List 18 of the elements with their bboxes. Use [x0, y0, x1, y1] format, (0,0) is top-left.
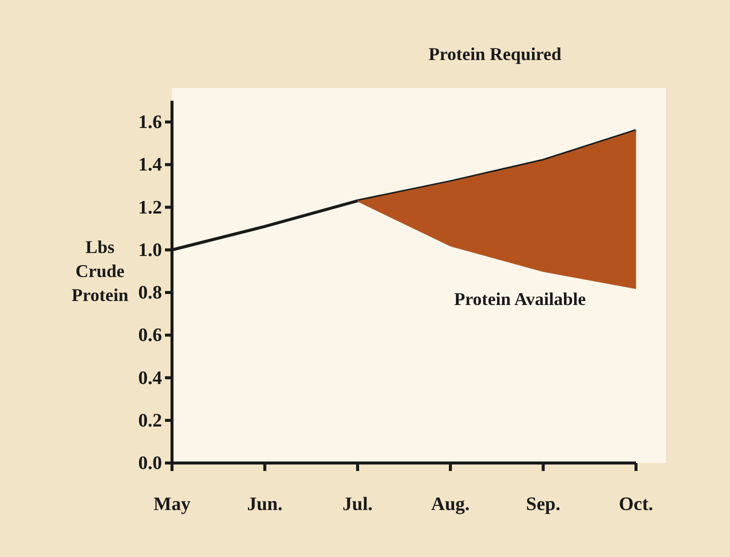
chart-title: Protein Required: [428, 44, 562, 64]
x-tick-label: May: [154, 494, 191, 516]
y-tick-label: 1.6: [138, 112, 162, 134]
y-tick-label: 1.0: [138, 240, 162, 261]
y-tick-label: 0.6: [138, 325, 162, 346]
x-tick-label: Jul.: [342, 494, 373, 516]
series-label: Protein Available: [454, 289, 586, 309]
y-tick-label: 0.0: [138, 453, 162, 474]
y-tick-label: 0.8: [138, 282, 162, 304]
y-tick-label: 0.4: [138, 368, 162, 389]
y-tick-label: 0.2: [138, 410, 162, 432]
x-tick-label: Sep.: [526, 494, 560, 516]
x-tick-label: Jun.: [247, 494, 282, 516]
y-axis-title: Lbs Crude Protein: [72, 237, 128, 305]
x-tick-label: Oct.: [618, 494, 654, 516]
y-tick-label: 1.4: [138, 154, 162, 176]
y-tick-label: 1.2: [138, 197, 162, 218]
x-tick-label: Aug.: [431, 494, 470, 516]
